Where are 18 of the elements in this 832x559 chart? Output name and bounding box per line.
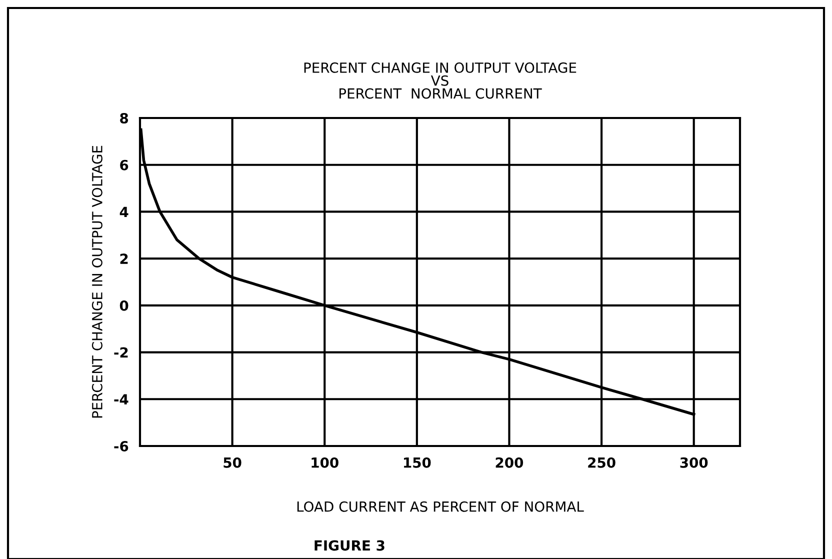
- caption: FIGURE 3: [314, 540, 384, 551]
- y-tick-label: 2: [120, 254, 128, 264]
- x-tick-label: 50: [224, 457, 242, 468]
- y-tick-label: -6: [114, 440, 128, 452]
- y-tick-label: 6: [120, 160, 128, 170]
- y-tick-label: 4: [120, 206, 128, 217]
- x-tick-label: 100: [312, 457, 338, 468]
- y-tick-label: -4: [114, 394, 128, 404]
- x-tick-label: 200: [496, 457, 524, 468]
- x-tick-label: 150: [404, 457, 431, 468]
- y-tick-label: 8: [120, 112, 128, 124]
- x-axis-title: LOAD CURRENT AS PERCENT OF NORMAL: [297, 501, 584, 512]
- x-tick-label: 250: [588, 457, 616, 468]
- x-tick-label: 300: [680, 457, 708, 468]
- y-tick-label: -2: [114, 347, 128, 358]
- y-tick-label: 0: [120, 300, 128, 311]
- chart-title: PERCENT CHANGE IN OUTPUT VOLTAGE VS PERCENT NORMAL CURRENT: [304, 62, 576, 99]
- y-axis-title: PERCENT CHANGE IN OUTPUT VOLTAGE: [92, 146, 102, 418]
